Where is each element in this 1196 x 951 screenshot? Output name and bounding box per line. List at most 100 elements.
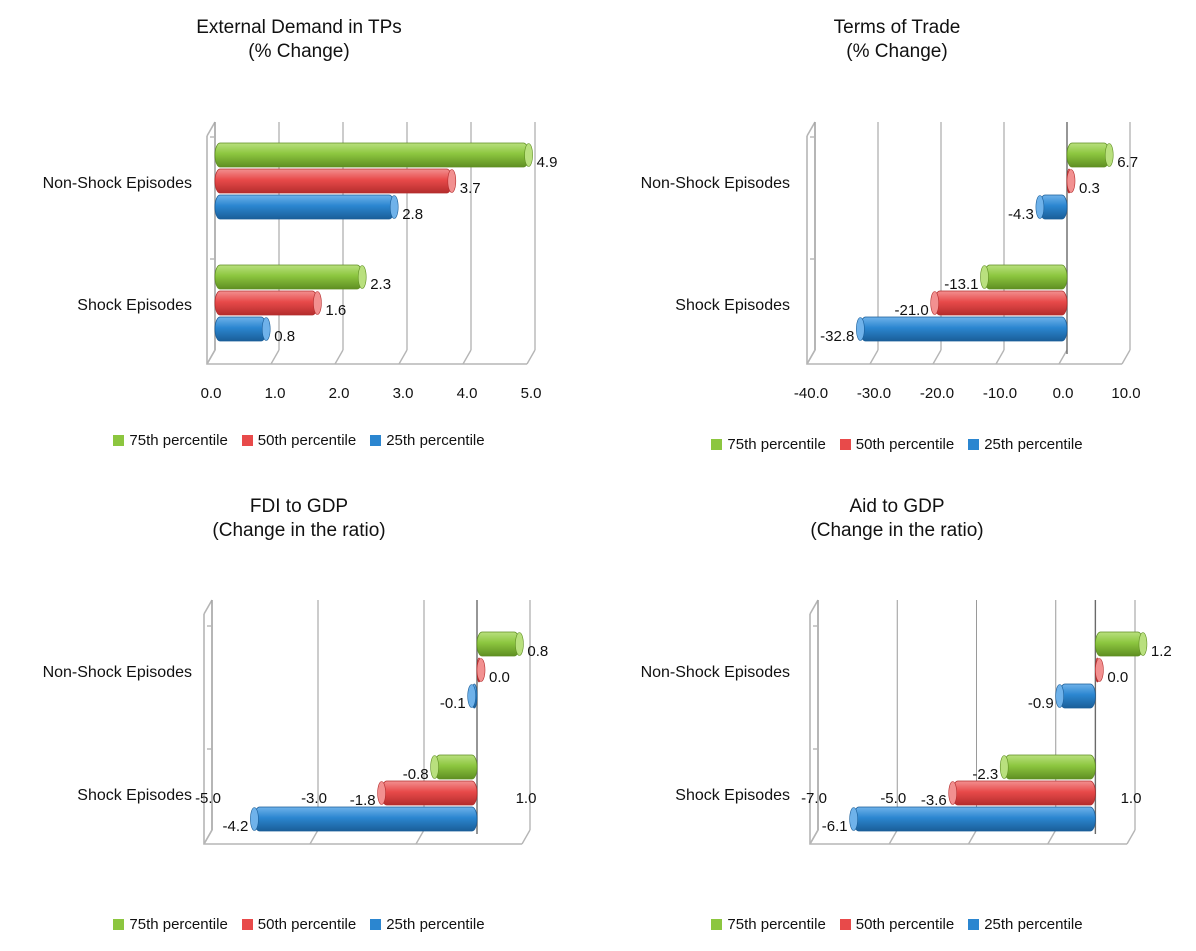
legend-item-25th: 25th percentile <box>370 916 485 933</box>
category-label: Non-Shock Episodes <box>641 664 790 681</box>
bar-cap <box>447 169 457 193</box>
legend-label: 50th percentile <box>855 436 955 453</box>
chart-title: FDI to GDP (Change in the ratio) <box>0 495 598 543</box>
data-label: 6.7 <box>1117 154 1138 171</box>
gridline-floor <box>415 829 425 845</box>
axis-frame-left <box>809 600 819 845</box>
bar-50th-percentile <box>214 168 453 194</box>
data-label: 0.8 <box>274 328 295 345</box>
data-label: 0.8 <box>527 643 548 660</box>
bar-50th-percentile <box>214 290 318 316</box>
legend-item-25th: 25th percentile <box>370 432 485 449</box>
data-label: 1.2 <box>1151 643 1172 660</box>
gridline-floor <box>398 349 408 365</box>
bar-cap <box>524 143 533 167</box>
bar-cap <box>389 195 399 219</box>
chart-title: External Demand in TPs (% Change) <box>0 16 598 64</box>
chart-title-text: External Demand in TPs <box>196 17 402 38</box>
axis-frame-left <box>203 600 213 845</box>
chart-aid-to-gdp: Aid to GDP (Change in the ratio) -7.0 -5.… <box>598 475 1196 950</box>
legend-label: 50th percentile <box>257 916 357 933</box>
x-tick-label: 1.0 <box>516 790 537 807</box>
chart-title-text: Terms of Trade <box>833 17 961 38</box>
chart-legend: 75th percentile 50th percentile 25th per… <box>598 436 1196 453</box>
x-tick-label: -7.0 <box>801 790 827 807</box>
bar-75th-percentile <box>476 631 520 657</box>
x-tick-label: -5.0 <box>195 790 221 807</box>
x-tick-label: -40.0 <box>794 385 828 402</box>
x-tick-label: 0.0 <box>201 385 222 402</box>
gridline-floor <box>309 829 319 845</box>
x-tick-label: 5.0 <box>521 385 542 402</box>
legend-label: 25th percentile <box>386 432 485 449</box>
x-tick-label: -3.0 <box>301 790 327 807</box>
axis-frame-left <box>206 122 216 365</box>
gridline-floor <box>806 349 816 365</box>
bar-cap <box>1104 143 1114 167</box>
bar-cap <box>1035 195 1045 219</box>
gridline-floor <box>1121 349 1131 365</box>
legend-swatch-green <box>711 919 723 930</box>
bar-25th-percentile <box>214 316 267 342</box>
category-label: Non-Shock Episodes <box>641 175 790 192</box>
legend-label: 75th percentile <box>129 916 228 933</box>
bar-25th-percentile <box>859 316 1068 342</box>
legend-item-75th: 75th percentile <box>711 436 826 453</box>
legend-item-25th: 25th percentile <box>968 436 1083 453</box>
chart-subtitle-text: (% Change) <box>248 41 350 62</box>
legend-swatch-green <box>113 919 125 930</box>
legend-swatch-blue <box>370 919 382 930</box>
legend-item-75th: 75th percentile <box>113 432 228 449</box>
chart-title-text: FDI to GDP <box>249 496 349 517</box>
data-label: 0.0 <box>489 669 510 686</box>
data-label: -0.1 <box>440 695 466 712</box>
bar-cap <box>467 684 477 708</box>
gridline-floor <box>1126 829 1136 845</box>
data-label: -0.9 <box>1028 695 1054 712</box>
chart-fdi-to-gdp: FDI to GDP (Change in the ratio) -5.0 -3.… <box>0 475 598 950</box>
data-label: 2.8 <box>402 206 423 223</box>
bar-cap <box>948 781 958 805</box>
bar-75th-percentile <box>434 754 478 780</box>
data-label: -4.3 <box>1008 206 1034 223</box>
category-label: Non-Shock Episodes <box>43 664 192 681</box>
bar-25th-percentile <box>214 194 395 220</box>
x-tick-label: 0.0 <box>1053 385 1074 402</box>
bar-cap <box>1095 658 1104 682</box>
gridline-floor <box>526 349 536 365</box>
chart-legend: 75th percentile 50th percentile 25th per… <box>0 916 598 933</box>
bar-75th-percentile <box>1003 754 1096 780</box>
bar-75th-percentile <box>214 142 530 168</box>
bar-cap <box>357 265 367 289</box>
axis-frame-corner <box>809 599 819 615</box>
data-label: 0.3 <box>1079 180 1100 197</box>
bar-50th-percentile <box>952 780 1096 806</box>
bar-cap <box>999 755 1009 779</box>
data-label: -3.6 <box>921 792 947 809</box>
bar-75th-percentile <box>1094 631 1144 657</box>
bar-cap <box>1138 632 1148 656</box>
legend-label: 25th percentile <box>984 916 1083 933</box>
legend-label: 50th percentile <box>855 916 955 933</box>
axis-frame-left <box>806 122 816 365</box>
data-label: -4.2 <box>223 818 249 835</box>
bar-cap <box>930 291 940 315</box>
legend-swatch-blue <box>370 435 382 446</box>
legend-label: 75th percentile <box>129 432 228 449</box>
chart-title: Aid to GDP (Change in the ratio) <box>598 495 1196 543</box>
bar-cap <box>1055 684 1065 708</box>
x-tick-label: -20.0 <box>920 385 954 402</box>
legend-item-50th: 50th percentile <box>839 436 955 453</box>
gridline-floor <box>932 349 942 365</box>
bar-50th-percentile <box>381 780 478 806</box>
x-tick-label: -10.0 <box>983 385 1017 402</box>
legend-swatch-green <box>711 439 723 450</box>
legend-label: 25th percentile <box>984 436 1083 453</box>
chart-terms-of-trade: Terms of Trade (% Change) -40.0 -30.0 -20.… <box>598 0 1196 475</box>
bar-cap <box>476 658 486 682</box>
x-tick-label: -5.0 <box>880 790 906 807</box>
legend-item-25th: 25th percentile <box>968 916 1083 933</box>
x-tick-label: 4.0 <box>457 385 478 402</box>
data-label: -1.8 <box>350 792 376 809</box>
legend-item-50th: 50th percentile <box>241 432 356 449</box>
